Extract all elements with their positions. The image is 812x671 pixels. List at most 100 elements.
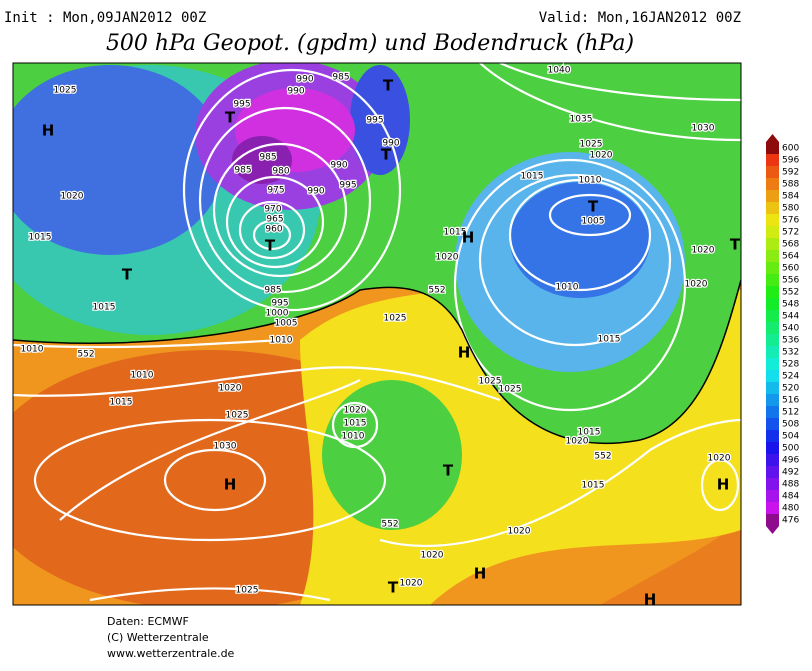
isobar-label: 1010 [579,176,602,186]
isobar-label: 990 [296,75,313,85]
isobar-label: 1040 [548,66,571,76]
pressure-center: H [462,229,475,247]
isobar-label: 960 [265,225,282,235]
colorbar-label: 492 [782,468,799,478]
isobar-label: 1015 [582,481,605,491]
pressure-center: T [588,198,599,216]
colorbar-swatch [766,502,779,514]
pressure-center: H [717,476,730,494]
isobar-label: 1025 [236,586,259,596]
footer-line: Daten: ECMWF [107,615,189,628]
isobar-label: 1020 [400,579,423,589]
isobar-label: 1015 [29,233,52,243]
colorbar-swatch [766,298,779,310]
colorbar-cap [766,526,779,534]
colorbar-swatch [766,250,779,262]
isobar-label: 1015 [110,398,133,408]
colorbar-swatch [766,514,779,526]
isobar-label: 970 [264,205,281,215]
isobar-label: 980 [272,167,289,177]
isobar-label: 1020 [590,151,613,161]
colorbar-label: 512 [782,408,799,418]
isobar-label: 1020 [344,406,367,416]
map-title: 500 hPa Geopot. (gpdm) und Bodendruck (h… [106,31,634,56]
colorbar-label: 548 [782,300,799,310]
colorbar-swatch [766,406,779,418]
isobar-label: 1025 [226,411,249,421]
colorbar-label: 532 [782,348,799,358]
colorbar-label: 580 [782,204,799,214]
isobar-label: 1030 [214,442,237,452]
colorbar-swatch [766,274,779,286]
colorbar-label: 528 [782,360,799,370]
colorbar-swatch [766,154,779,166]
colorbar-label: 504 [782,432,799,442]
isobar-label: 1020 [436,253,459,263]
colorbar-swatch [766,178,779,190]
colorbar-label: 520 [782,384,799,394]
colorbar-label: 552 [782,288,799,298]
isobar-label: 990 [330,161,347,171]
pressure-center: H [458,344,471,362]
colorbar-swatch [766,370,779,382]
isobar-label: 552 [428,286,445,296]
colorbar-label: 588 [782,180,799,190]
isobar-label: 990 [307,187,324,197]
isobar-label: 1025 [54,86,77,96]
isobar-label: 990 [287,87,304,97]
colorbar-swatch [766,310,779,322]
colorbar-label: 540 [782,324,799,334]
pressure-center: T [730,236,741,254]
colorbar-cap [766,134,779,142]
colorbar-swatch [766,430,779,442]
colorbar-label: 600 [782,144,799,154]
isobar-label: 1010 [270,336,293,346]
isobar-label: 552 [77,350,94,360]
isobar-label: 552 [594,452,611,462]
isobar-label: 1025 [384,314,407,324]
colorbar-label: 560 [782,264,799,274]
isobar-label: 1025 [499,385,522,395]
colorbar-swatch [766,394,779,406]
pressure-center: H [644,591,657,609]
init-time: Init : Mon,09JAN2012 00Z [4,10,206,26]
colorbar-label: 556 [782,276,799,286]
colorbar-swatch [766,286,779,298]
pressure-center: T [265,237,276,255]
isobar-label: 1025 [479,377,502,387]
pressure-center: T [381,146,392,164]
colorbar-swatch [766,166,779,178]
isobar-label: 1015 [93,303,116,313]
pressure-center: T [225,109,236,127]
colorbar-swatch [766,442,779,454]
colorbar-label: 480 [782,504,799,514]
isobar-label: 1025 [580,140,603,150]
colorbar-label: 564 [782,252,799,262]
isobar-label: 995 [271,299,288,309]
isobar-label: 1020 [421,551,444,561]
isobar-label: 1010 [342,432,365,442]
isobar-label: 1005 [582,217,605,227]
isobar-label: 975 [267,186,284,196]
map-frame [12,62,742,606]
pressure-center: T [383,77,394,95]
map-field [13,63,741,605]
pressure-center: H [474,565,487,583]
colorbar-swatch [766,262,779,274]
map-labels: 1025H10201015T10151010101010151020102510… [19,64,741,609]
isobar-label: 1035 [570,115,593,125]
isobar-label: 1015 [444,228,467,238]
colorbar-label: 596 [782,156,799,166]
isobar-label: 965 [266,215,283,225]
isobar-label: 1000 [266,309,289,319]
isobar-label: 1015 [344,419,367,429]
colorbar-swatch [766,214,779,226]
colorbar-swatch [766,202,779,214]
colorbar-swatch [766,238,779,250]
footer-line: (C) Wetterzentrale [107,631,209,644]
colorbar: 600 596 592 588 584 580 576 572 568 564 560 556 552 5… [766,134,799,534]
pressure-center: H [224,476,237,494]
colorbar-label: 576 [782,216,799,226]
isobar-label: 1020 [566,437,589,447]
colorbar-swatch [766,322,779,334]
